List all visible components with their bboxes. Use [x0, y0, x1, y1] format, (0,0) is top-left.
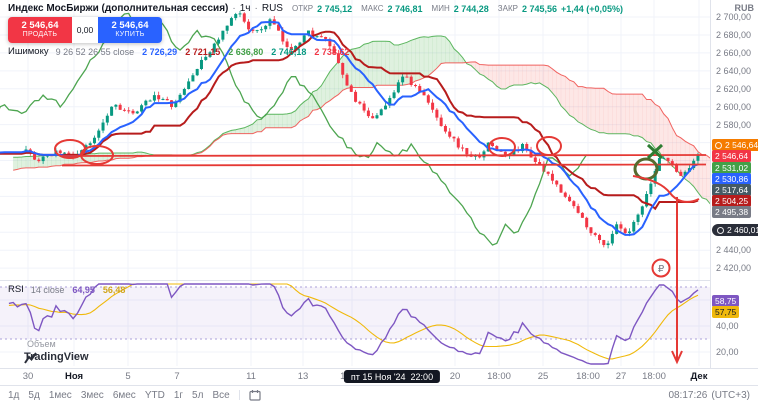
trade-widget: 2 546,64 ПРОДАТЬ 0,00 2 546,64 КУПИТЬ [8, 17, 162, 43]
ichimoku-kijun-tag[interactable]: 2 504,25 [712, 195, 752, 208]
ichimoku-value-lead-b: 2 738,62 [314, 46, 350, 57]
legend-separator-2: · [254, 3, 258, 14]
rsi-value-tag[interactable]: 58,75 [712, 295, 740, 308]
time-axis-tick: 30 [22, 371, 34, 382]
time-axis-tick: 7 [174, 371, 180, 382]
ichimoku-value-lead-a: 2 746,18 [271, 46, 307, 57]
range-button-3мес[interactable]: 3мес [80, 389, 104, 401]
time-axis-tick: 18:00 [642, 371, 666, 382]
rsi-value: 64,95 [72, 284, 95, 295]
range-button-5л[interactable]: 5л [192, 389, 204, 401]
ichimoku-legend: Ишимоку 9 26 52 26 55 close 2 726,29 2 7… [8, 46, 349, 57]
close-value: 2 745,56 [521, 3, 557, 14]
alert-bell-icon [715, 141, 722, 149]
crosshair-time-tag: пт 15 Ноя '24 22:00 [343, 370, 441, 383]
price-axis-label: 2 640,00 [716, 65, 752, 76]
price-axis-label: 2 680,00 [716, 29, 752, 40]
alert-price-tag-2[interactable]: 2 460,01 [712, 224, 758, 237]
ichimoku-value-tenkan: 2 726,29 [142, 46, 178, 57]
rsi-legend: RSI 14 close 64,95 56,48 [8, 284, 125, 295]
buy-price: 2 546,64 [111, 19, 149, 31]
toolbar-divider [238, 390, 240, 400]
price-axis-label: 2 700,00 [716, 12, 752, 22]
range-button-1д[interactable]: 1д [8, 389, 20, 401]
rsi-ma-value: 56,48 [102, 284, 126, 295]
calendar-icon[interactable] [249, 389, 261, 401]
last-price-tag[interactable]: 2 546,64 [712, 150, 752, 163]
ichimoku-value-kijun: 2 721,15 [185, 46, 221, 57]
ichimoku-lead-a-tag[interactable]: 2 531,02 [712, 162, 752, 175]
bottom-toolbar: 1д 5д 1мес 3мес 6мес YTD 1г 5л Все 08:17:26 (UTC… [0, 385, 758, 404]
buy-button[interactable]: 2 546,64 КУПИТЬ [98, 17, 162, 43]
rsi-params: 14 close [30, 284, 65, 295]
rsi-name[interactable]: RSI [8, 284, 24, 295]
time-axis-tick: 11 [246, 371, 256, 382]
low-label: МИН [431, 4, 450, 13]
spread-value: 0,00 [72, 17, 98, 43]
ichimoku-chikou-tag[interactable]: 2 517,64 [712, 184, 752, 197]
price-axis-label: 2 620,00 [716, 83, 752, 94]
rsi-axis-label: 40,00 [716, 321, 739, 331]
change-value: +1,44 (+0,05%) [561, 3, 624, 14]
time-axis-tick: 20 [449, 371, 461, 382]
open-value: 2 745,12 [317, 3, 353, 14]
open-label: ОТКР [291, 4, 314, 13]
low-value: 2 744,28 [453, 3, 489, 14]
range-button-YTD[interactable]: YTD [144, 389, 165, 401]
exchange-label: RUS [261, 3, 283, 14]
clock-widget[interactable]: 08:17:26 (UTC+3) [668, 390, 750, 401]
tradingview-logo-icon [24, 352, 37, 364]
time-axis-tick: 18:00 [487, 371, 511, 382]
volume-indicator-label: Объем [27, 339, 56, 349]
price-axis-label: 2 420,00 [716, 263, 752, 274]
high-value: 2 746,81 [387, 3, 423, 14]
tradingview-logo: TradingView [24, 351, 89, 364]
clock-time: 08:17:26 [668, 389, 708, 401]
symbol-legend: Индекс МосБиржи (дополнительная сессия) … [8, 3, 623, 14]
time-axis-tick: Ноя [64, 371, 84, 382]
time-axis-tick: Дек [690, 371, 708, 382]
time-axis-tick: 5 [125, 371, 131, 382]
ichimoku-params: 9 26 52 26 55 close [55, 46, 135, 57]
time-axis-tick: 25 [537, 371, 549, 382]
ichimoku-value-chikou: 2 636,80 [228, 46, 264, 57]
time-axis-tick: 18:00 [576, 371, 600, 382]
symbol-title[interactable]: Индекс МосБиржи (дополнительная сессия) [8, 3, 229, 14]
price-axis-label: 2 600,00 [716, 101, 752, 112]
clock-timezone: (UTC+3) [711, 389, 750, 401]
range-button-5д[interactable]: 5д [28, 389, 40, 401]
ichimoku-name[interactable]: Ишимоку [8, 46, 49, 57]
currency-label[interactable]: RUB [734, 3, 755, 13]
ichimoku-tenkan-tag[interactable]: 2 530,86 [712, 173, 752, 186]
ichimoku-lead-b-tag[interactable]: 2 495,38 [712, 206, 752, 219]
legend-separator: · [232, 3, 236, 14]
price-axis-label: 2 660,00 [716, 47, 752, 58]
range-button-6мес[interactable]: 6мес [112, 389, 136, 401]
time-axis-tick: 27 [615, 371, 627, 382]
alert-price-tag[interactable]: 2 546,64 [712, 139, 758, 152]
timeframe-label[interactable]: 1ч [239, 3, 251, 14]
range-buttons: 1д 5д 1мес 3мес 6мес YTD 1г 5л Все [8, 390, 239, 401]
alert-bell-icon [717, 226, 724, 234]
price-axis-label: 2 580,00 [716, 119, 752, 130]
close-label: ЗАКР [497, 4, 518, 13]
rsi-ma-value-tag[interactable]: 57,75 [712, 306, 740, 319]
sell-button[interactable]: 2 546,64 ПРОДАТЬ [8, 17, 72, 43]
price-scale[interactable]: RUB 2 420,002 440,002 460,002 480,002 50… [710, 0, 758, 368]
range-button-1мес[interactable]: 1мес [48, 389, 72, 401]
sell-price: 2 546,64 [21, 19, 59, 31]
sell-label: ПРОДАТЬ [22, 31, 58, 39]
high-label: МАКС [361, 4, 384, 13]
time-axis-tick: 13 [297, 371, 309, 382]
rsi-axis-label: 20,00 [716, 347, 739, 357]
tradingview-logo-text: TradingView [24, 351, 89, 363]
price-chart-canvas[interactable] [0, 0, 758, 368]
pane-divider[interactable] [0, 280, 758, 281]
range-button-Все[interactable]: Все [212, 389, 230, 401]
range-button-1г[interactable]: 1г [173, 389, 184, 401]
time-axis[interactable]: 30Ноя57111318:002018:002518:002718:00Дек… [0, 368, 758, 386]
price-axis-label: 2 440,00 [716, 245, 752, 256]
buy-label: КУПИТЬ [115, 31, 145, 39]
